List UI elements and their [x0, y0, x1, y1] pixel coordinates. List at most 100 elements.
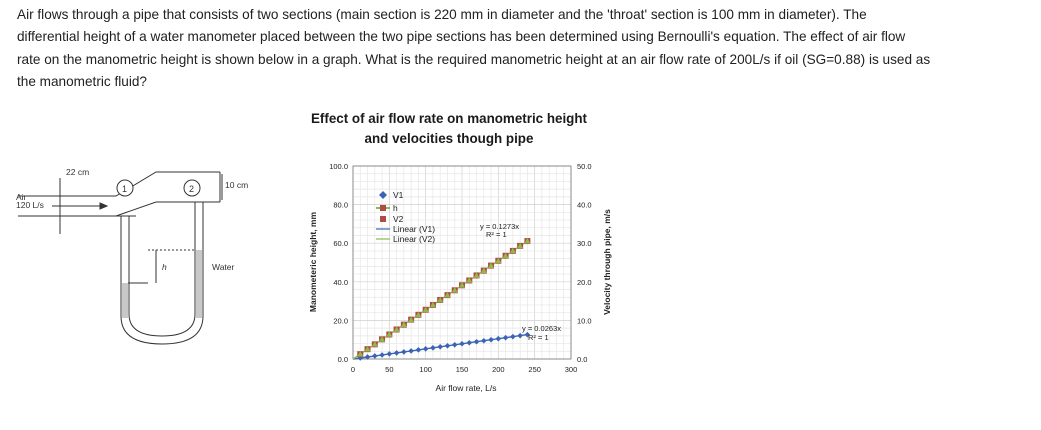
question-line-1: Air flows through a pipe that consists o…	[17, 7, 867, 22]
legend-h: h	[393, 203, 398, 213]
y2-tick-label: 20.0	[577, 278, 592, 287]
h-label: h	[162, 262, 167, 272]
air-arrowhead	[99, 202, 109, 210]
x-tick-label: 200	[492, 365, 505, 374]
point-v1	[488, 336, 494, 343]
question-line-2: differential height of a water manometer…	[17, 29, 906, 45]
point-v1	[510, 333, 516, 340]
point-v2	[509, 247, 516, 254]
section-2-circle	[183, 179, 201, 197]
point-v1	[466, 339, 473, 346]
chart-title-line-2: and velocities though pipe	[364, 131, 534, 146]
pipe-upper-wall	[18, 171, 220, 197]
flow-label: 120 L/s	[16, 200, 44, 210]
legend-v2: V2	[393, 214, 404, 224]
point-v2	[400, 321, 407, 328]
point-v2	[364, 345, 371, 352]
y2-tick-label: 40.0	[577, 201, 592, 210]
point-v1	[481, 337, 487, 344]
section-1-label: 1	[122, 184, 127, 194]
chart-annotations: y = 0.1273x R² = 1 y = 0.0263x R² = 1	[480, 222, 561, 342]
y2-axis-ticks: 0.0 10.0 20.0 30.0 40.0 50.0	[577, 162, 592, 364]
point-v2	[437, 296, 444, 303]
chart: 0.0 20.0 40.0 60.0 80.0 100.0 0.0 10.0 20.0 30.0…	[308, 162, 612, 393]
point-v2	[393, 326, 400, 332]
chart-title: Effect of air flow rate on manometric he…	[284, 109, 614, 149]
point-v2	[473, 272, 480, 278]
y-tick-label: 80.0	[333, 201, 348, 210]
point-v2	[488, 262, 495, 269]
point-v2	[379, 336, 386, 342]
point-v2	[429, 301, 436, 308]
y-tick-label: 60.0	[333, 239, 348, 248]
point-v2	[371, 341, 378, 347]
water-label: Water	[212, 262, 235, 272]
question-figure: Effect of air flow rate on manometric he…	[16, 98, 622, 423]
y-tick-label: 20.0	[333, 316, 348, 325]
point-v2	[357, 350, 364, 357]
point-v1	[517, 332, 523, 339]
y2-tick-label: 0.0	[577, 355, 587, 364]
section-1-circle	[116, 179, 134, 197]
point-v2	[459, 282, 465, 288]
chart-legend: V1 h V2 Linear (V1) Linear (V2)	[376, 190, 435, 244]
y2-tick-label: 30.0	[577, 239, 592, 248]
y-axis-ticks: 0.0 20.0 40.0 60.0 80.0 100.0	[329, 162, 348, 364]
point-v1	[459, 340, 465, 347]
diagram-labels: 22 cm 10 cm 1 2 Air 120 L/s h Water	[16, 167, 248, 272]
point-v2	[415, 311, 422, 318]
point-v1	[430, 345, 436, 351]
air-label: Air	[16, 192, 27, 202]
legend-h-marker	[380, 205, 386, 211]
x-tick-label: 0	[351, 365, 355, 374]
y-tick-label: 100.0	[329, 162, 348, 171]
pipe-lower-wall	[18, 201, 220, 217]
point-v1	[524, 331, 531, 338]
water-left	[122, 283, 128, 318]
v2-r2-label: R² = 1	[486, 230, 507, 239]
point-v2	[386, 331, 393, 337]
point-v1	[393, 350, 400, 356]
legend-linear-v2: Linear (V2)	[393, 234, 435, 244]
v2-fit-label: y = 0.1273x	[480, 222, 519, 231]
point-v1	[451, 341, 458, 348]
x-tick-label: 150	[456, 365, 469, 374]
manometer-inner	[128, 202, 196, 337]
chart-marks	[357, 237, 531, 361]
question-line-3: rate on the manometric height is shown b…	[17, 51, 931, 67]
point-v2	[444, 291, 451, 298]
y-axis-label: Manometeric height, mm	[308, 212, 318, 313]
question-line-4: the manometric fluid?	[17, 73, 147, 89]
point-v1	[437, 344, 443, 350]
legend-v1-marker	[379, 191, 387, 199]
point-v2	[422, 306, 429, 313]
section-2-label: 2	[189, 184, 194, 194]
chart-title-line-1: Effect of air flow rate on manometric he…	[310, 111, 588, 126]
throat-dim-label: 10 cm	[225, 180, 248, 190]
point-v1	[401, 349, 407, 355]
point-v1	[495, 335, 502, 342]
point-v2	[480, 267, 487, 273]
figure-canvas: 22 cm 10 cm 1 2 Air 120 L/s h Water 0.0 2…	[16, 162, 612, 393]
y-tick-label: 0.0	[338, 355, 348, 364]
point-v2	[495, 257, 502, 264]
x-axis-label: Air flow rate, L/s	[436, 383, 497, 393]
point-v2	[466, 277, 473, 283]
legend-v2-marker	[380, 216, 386, 222]
point-v1	[502, 334, 509, 341]
x-tick-label: 250	[528, 365, 541, 374]
point-v2	[524, 237, 531, 244]
v1-r2-label: R² = 1	[528, 333, 549, 342]
x-tick-label: 100	[419, 365, 432, 374]
y2-tick-label: 50.0	[577, 162, 592, 171]
main-dim-label: 22 cm	[66, 167, 89, 177]
x-tick-label: 50	[385, 365, 393, 374]
point-v1	[473, 338, 480, 345]
point-v2	[451, 287, 458, 293]
point-v1	[408, 348, 414, 354]
y2-axis-label: Velocity through pipe, m/s	[602, 209, 612, 315]
x-tick-label: 300	[565, 365, 578, 374]
legend-v1: V1	[393, 190, 404, 200]
venturi-diagram	[18, 171, 223, 345]
point-v2	[502, 252, 509, 259]
